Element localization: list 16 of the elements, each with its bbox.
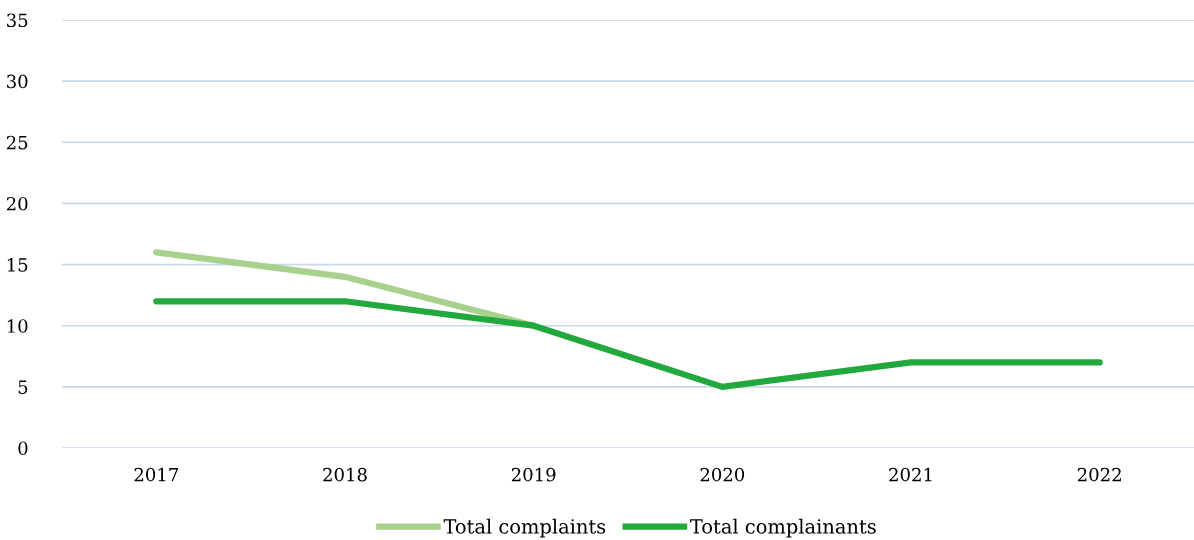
x-tick-label: 2020: [700, 467, 745, 482]
y-tick-label: 30: [7, 74, 28, 89]
y-tick-label: 15: [7, 258, 28, 272]
legend-label: Total complainants: [690, 518, 876, 538]
y-tick-label: 10: [7, 319, 28, 333]
x-tick-label: 2018: [323, 467, 367, 482]
y-tick-label: 35: [7, 13, 28, 28]
y-tick-label: 0: [18, 441, 28, 456]
y-tick-label: 20: [6, 196, 28, 211]
x-tick-label: 2021: [889, 467, 932, 482]
x-tick-label: 2017: [134, 467, 178, 482]
y-tick-label: 5: [18, 380, 28, 394]
legend-label: Total complaints: [443, 518, 606, 538]
x-tick-label: 2019: [511, 467, 556, 482]
x-tick-label: 2022: [1077, 467, 1121, 482]
y-tick-label: 25: [6, 135, 28, 150]
